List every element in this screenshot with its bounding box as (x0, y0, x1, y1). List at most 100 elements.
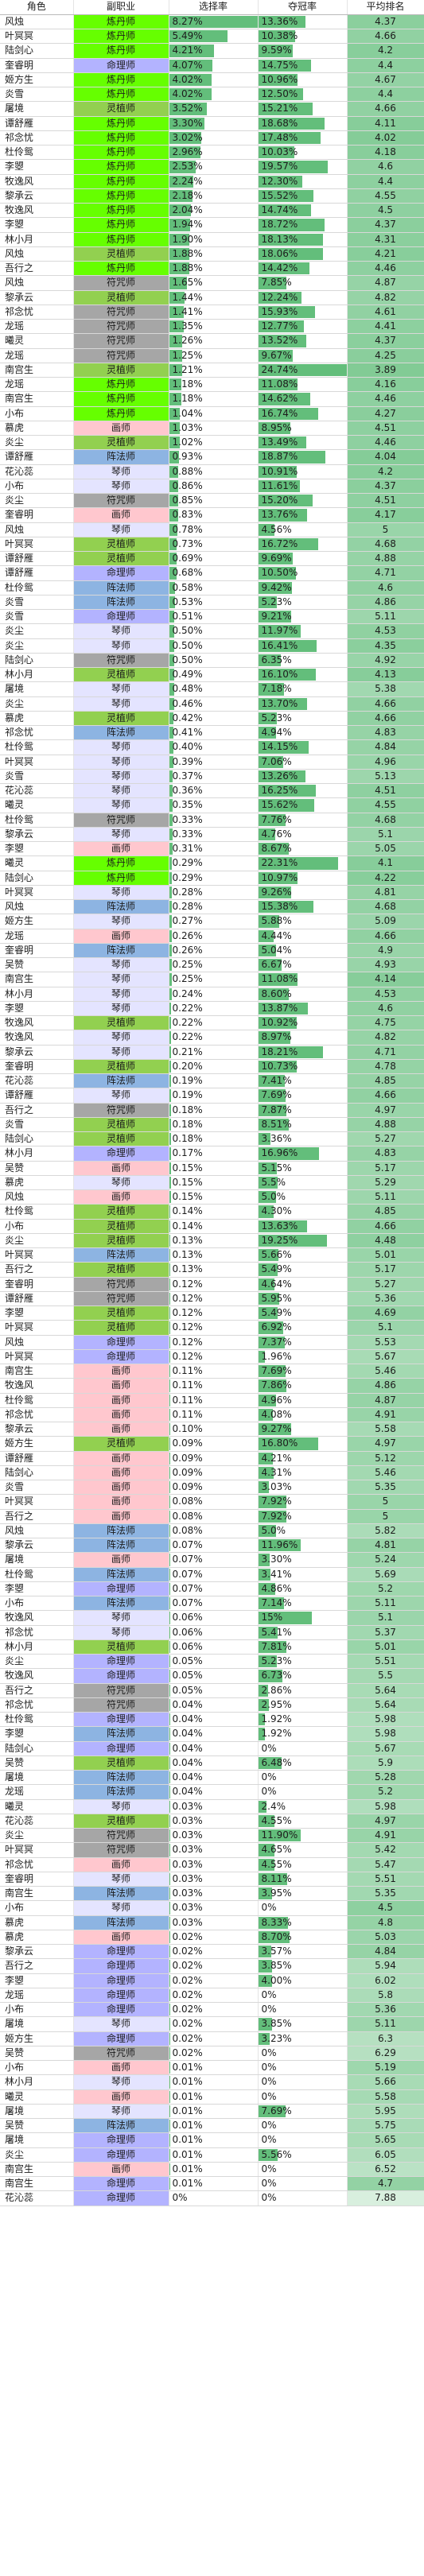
sub-profession-cell[interactable]: 命理师 (73, 1335, 169, 1350)
avg-rank-cell[interactable]: 4.55 (347, 188, 424, 204)
win-rate-cell[interactable]: 5.15% (258, 1161, 348, 1176)
avg-rank-cell[interactable]: 4.6 (347, 580, 424, 596)
win-rate-cell[interactable]: 19.57% (258, 159, 348, 175)
role-cell[interactable]: 谭舒雁 (0, 1451, 74, 1466)
pick-rate-cell[interactable]: 0.37% (169, 769, 259, 785)
win-rate-cell[interactable]: 10.96% (258, 72, 348, 88)
avg-rank-cell[interactable]: 5.66 (347, 2074, 424, 2090)
role-cell[interactable]: 小布 (0, 2060, 74, 2076)
role-cell[interactable]: 风烛 (0, 899, 74, 915)
avg-rank-cell[interactable]: 5.11 (347, 1596, 424, 1612)
sub-profession-cell[interactable]: 阵法师 (73, 1886, 169, 1902)
role-cell[interactable]: 李曌 (0, 1001, 74, 1017)
win-rate-cell[interactable]: 16.74% (258, 406, 348, 421)
win-rate-cell[interactable]: 12.30% (258, 174, 348, 189)
avg-rank-cell[interactable]: 4.46 (347, 261, 424, 277)
sub-profession-cell[interactable]: 画师 (73, 1161, 169, 1176)
pick-rate-cell[interactable]: 0.15% (169, 1189, 259, 1205)
role-cell[interactable]: 奎睿明 (0, 507, 74, 523)
role-cell[interactable]: 奎睿明 (0, 1872, 74, 1887)
role-cell[interactable]: 屠境 (0, 1770, 74, 1786)
sub-profession-cell[interactable]: 琴师 (73, 972, 169, 987)
role-cell[interactable]: 炎尘 (0, 623, 74, 639)
role-cell[interactable]: 小布 (0, 479, 74, 495)
sub-profession-cell[interactable]: 命理师 (73, 1973, 169, 1988)
role-cell[interactable]: 陆剑心 (0, 1741, 74, 1756)
sub-profession-cell[interactable]: 符咒师 (73, 1697, 169, 1713)
sub-profession-cell[interactable]: 炼丹师 (73, 116, 169, 131)
avg-rank-cell[interactable]: 5.35 (347, 1886, 424, 1902)
win-rate-cell[interactable]: 18.21% (258, 1045, 348, 1060)
sub-profession-cell[interactable]: 符咒师 (73, 1277, 169, 1292)
avg-rank-cell[interactable]: 5 (347, 522, 424, 537)
role-cell[interactable]: 叶冥冥 (0, 885, 74, 901)
pick-rate-cell[interactable]: 0.86% (169, 479, 259, 495)
win-rate-cell[interactable]: 0% (258, 2060, 348, 2076)
sub-profession-cell[interactable]: 命理师 (73, 1654, 169, 1670)
win-rate-cell[interactable]: 0% (258, 1741, 348, 1756)
avg-rank-cell[interactable]: 5.46 (347, 1364, 424, 1379)
pick-rate-cell[interactable]: 0.05% (169, 1668, 259, 1684)
avg-rank-cell[interactable]: 4.83 (347, 725, 424, 741)
role-cell[interactable]: 姬方生 (0, 72, 74, 88)
win-rate-cell[interactable]: 7.06% (258, 755, 348, 770)
role-cell[interactable]: 龙瑶 (0, 1988, 74, 2004)
avg-rank-cell[interactable]: 5.35 (347, 1480, 424, 1496)
pick-rate-cell[interactable]: 0.04% (169, 1755, 259, 1771)
avg-rank-cell[interactable]: 5.19 (347, 2060, 424, 2076)
role-cell[interactable]: 陆剑心 (0, 1131, 74, 1147)
win-rate-cell[interactable]: 4.21% (258, 1451, 348, 1466)
role-cell[interactable]: 谭舒雁 (0, 1088, 74, 1104)
pick-rate-cell[interactable]: 0.19% (169, 1088, 259, 1104)
win-rate-cell[interactable]: 2.95% (258, 1697, 348, 1713)
sub-profession-cell[interactable]: 炼丹师 (73, 232, 169, 247)
sub-profession-cell[interactable]: 琴师 (73, 769, 169, 785)
sub-profession-cell[interactable]: 命理师 (73, 2002, 169, 2018)
win-rate-cell[interactable]: 4.96% (258, 1393, 348, 1408)
role-cell[interactable]: 黎承云 (0, 827, 74, 843)
avg-rank-cell[interactable]: 4.51 (347, 421, 424, 436)
avg-rank-cell[interactable]: 4.67 (347, 72, 424, 88)
pick-rate-cell[interactable]: 1.44% (169, 290, 259, 305)
avg-rank-cell[interactable]: 5.05 (347, 841, 424, 857)
header-pick-rate[interactable]: 选择率 (169, 0, 259, 15)
role-cell[interactable]: 谭舒雁 (0, 449, 74, 465)
role-cell[interactable]: 小布 (0, 406, 74, 421)
sub-profession-cell[interactable]: 画师 (73, 1407, 169, 1423)
avg-rank-cell[interactable]: 4.97 (347, 1814, 424, 1829)
sub-profession-cell[interactable]: 符咒师 (73, 1103, 169, 1118)
role-cell[interactable]: 吾行之 (0, 1262, 74, 1278)
role-cell[interactable]: 花沁蕊 (0, 1073, 74, 1089)
role-cell[interactable]: 叶冥冥 (0, 537, 74, 553)
role-cell[interactable]: 奎睿明 (0, 58, 74, 73)
avg-rank-cell[interactable]: 4.51 (347, 783, 424, 799)
win-rate-cell[interactable]: 15.93% (258, 305, 348, 320)
pick-rate-cell[interactable]: 0.01% (169, 2147, 259, 2163)
avg-rank-cell[interactable]: 5.29 (347, 1175, 424, 1191)
avg-rank-cell[interactable]: 4.22 (347, 871, 424, 886)
win-rate-cell[interactable]: 5.49% (258, 1305, 348, 1321)
role-cell[interactable]: 慕虎 (0, 421, 74, 436)
role-cell[interactable]: 小布 (0, 2002, 74, 2018)
win-rate-cell[interactable]: 12.24% (258, 290, 348, 305)
avg-rank-cell[interactable]: 4.11 (347, 116, 424, 131)
role-cell[interactable]: 牧逸风 (0, 1015, 74, 1031)
avg-rank-cell[interactable]: 5.67 (347, 1741, 424, 1756)
avg-rank-cell[interactable]: 5.12 (347, 1451, 424, 1466)
pick-rate-cell[interactable]: 0% (169, 2190, 259, 2206)
avg-rank-cell[interactable]: 4.37 (347, 217, 424, 233)
pick-rate-cell[interactable]: 0.07% (169, 1567, 259, 1582)
header-role[interactable]: 角色 (0, 0, 74, 15)
pick-rate-cell[interactable]: 4.21% (169, 43, 259, 59)
pick-rate-cell[interactable]: 0.01% (169, 2074, 259, 2090)
pick-rate-cell[interactable]: 0.28% (169, 899, 259, 915)
avg-rank-cell[interactable]: 4.69 (347, 1305, 424, 1321)
role-cell[interactable]: 龙瑶 (0, 319, 74, 335)
sub-profession-cell[interactable]: 炼丹师 (73, 377, 169, 393)
sub-profession-cell[interactable]: 灵植师 (73, 1117, 169, 1133)
sub-profession-cell[interactable]: 炼丹师 (73, 406, 169, 421)
win-rate-cell[interactable]: 19.25% (258, 1233, 348, 1249)
role-cell[interactable]: 杜伶鸳 (0, 1204, 74, 1220)
win-rate-cell[interactable]: 18.13% (258, 232, 348, 247)
role-cell[interactable]: 姬方生 (0, 2031, 74, 2046)
